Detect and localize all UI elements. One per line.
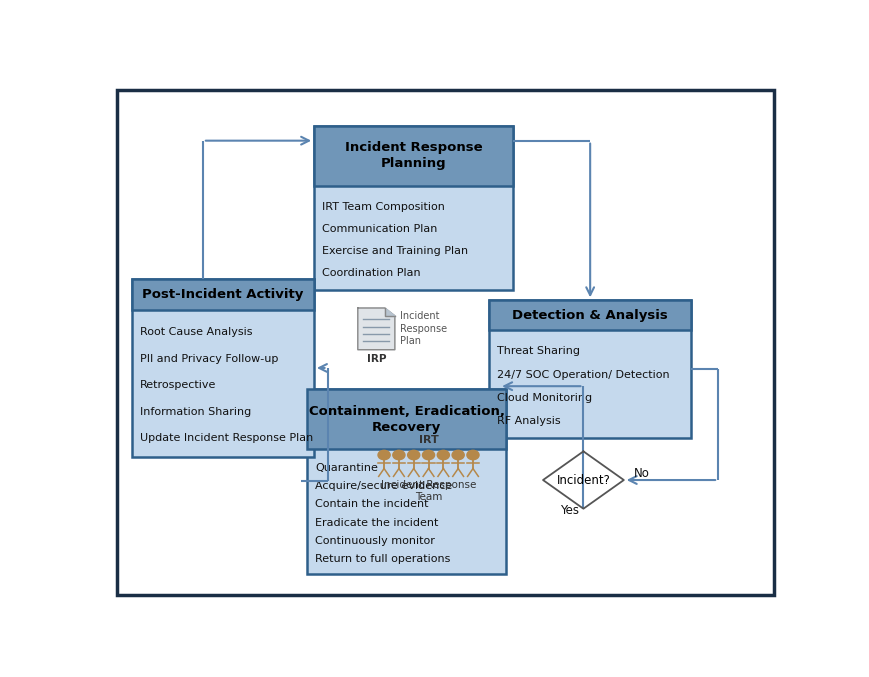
- Text: Incident Response
Planning: Incident Response Planning: [345, 141, 482, 171]
- Text: Threat Sharing: Threat Sharing: [497, 347, 580, 357]
- FancyBboxPatch shape: [308, 389, 506, 574]
- Text: Root Cause Analysis: Root Cause Analysis: [140, 327, 253, 337]
- Text: Post-Incident Activity: Post-Incident Activity: [143, 288, 304, 301]
- Circle shape: [437, 450, 449, 460]
- Text: Containment, Eradication,
Recovery: Containment, Eradication, Recovery: [308, 405, 505, 433]
- Text: Information Sharing: Information Sharing: [140, 407, 251, 416]
- Text: IRT Team Composition: IRT Team Composition: [322, 202, 445, 211]
- Text: Continuously monitor: Continuously monitor: [315, 536, 435, 546]
- Text: No: No: [634, 467, 650, 480]
- Text: RF Analysis: RF Analysis: [497, 416, 561, 427]
- Circle shape: [467, 450, 479, 460]
- Text: Yes: Yes: [560, 504, 579, 517]
- FancyBboxPatch shape: [132, 280, 314, 456]
- Text: Contain the incident: Contain the incident: [315, 500, 429, 510]
- Text: Communication Plan: Communication Plan: [322, 224, 437, 234]
- Text: Acquire/secure evidence: Acquire/secure evidence: [315, 481, 453, 491]
- Text: 24/7 SOC Operation/ Detection: 24/7 SOC Operation/ Detection: [497, 370, 670, 380]
- Circle shape: [452, 450, 464, 460]
- Text: IRT: IRT: [419, 435, 438, 445]
- Text: Detection & Analysis: Detection & Analysis: [513, 309, 668, 322]
- FancyBboxPatch shape: [489, 300, 691, 330]
- FancyBboxPatch shape: [308, 389, 506, 450]
- Text: IRP: IRP: [367, 354, 386, 364]
- Circle shape: [378, 450, 390, 460]
- FancyBboxPatch shape: [314, 125, 513, 290]
- Text: Cloud Monitoring: Cloud Monitoring: [497, 393, 593, 403]
- Polygon shape: [358, 308, 395, 350]
- Text: Incident Response
Team: Incident Response Team: [381, 480, 476, 502]
- FancyBboxPatch shape: [314, 125, 513, 186]
- Polygon shape: [543, 452, 624, 508]
- FancyBboxPatch shape: [489, 300, 691, 438]
- Text: Incident?: Incident?: [556, 473, 610, 487]
- Circle shape: [422, 450, 434, 460]
- Text: Coordination Plan: Coordination Plan: [322, 268, 421, 278]
- Text: Exercise and Training Plan: Exercise and Training Plan: [322, 246, 468, 256]
- Circle shape: [408, 450, 420, 460]
- Text: PII and Privacy Follow-up: PII and Privacy Follow-up: [140, 353, 279, 364]
- Text: Quarantine: Quarantine: [315, 463, 378, 473]
- Circle shape: [393, 450, 405, 460]
- Text: Eradicate the incident: Eradicate the incident: [315, 518, 439, 528]
- Polygon shape: [385, 308, 395, 316]
- Text: Return to full operations: Return to full operations: [315, 554, 451, 565]
- Text: Retrospective: Retrospective: [140, 380, 216, 390]
- Text: Incident
Response
Plan: Incident Response Plan: [401, 311, 448, 346]
- Text: Update Incident Response Plan: Update Incident Response Plan: [140, 433, 314, 443]
- FancyBboxPatch shape: [132, 280, 314, 309]
- FancyBboxPatch shape: [116, 90, 774, 594]
